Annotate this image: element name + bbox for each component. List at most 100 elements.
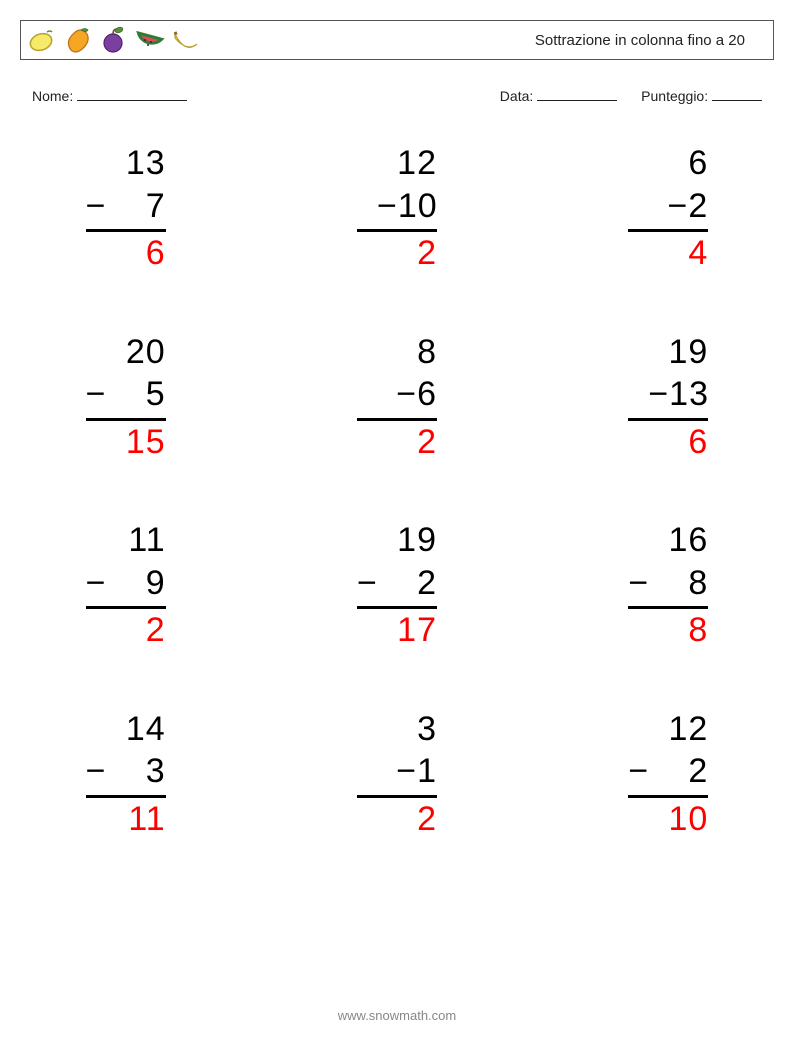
answer: 2 xyxy=(357,232,437,275)
subtrahend-row: −9 xyxy=(86,562,166,610)
problem-stack: 8−6 2 xyxy=(357,331,437,464)
name-underline[interactable] xyxy=(77,100,187,101)
minus-sign: − xyxy=(86,562,106,605)
lemon-icon xyxy=(25,24,57,56)
minuend: 11 xyxy=(86,519,166,562)
answer: 2 xyxy=(357,798,437,841)
minuend: 14 xyxy=(86,708,166,751)
problem-stack: 12−210 xyxy=(628,708,708,841)
subtrahend: 2 xyxy=(377,562,437,605)
date-field: Data: xyxy=(500,88,617,104)
worksheet-title: Sottrazione in colonna fino a 20 xyxy=(535,32,765,49)
answer: 2 xyxy=(86,609,166,652)
problem: 19−13 6 xyxy=(593,331,744,464)
subtrahend: 8 xyxy=(648,562,708,605)
plum-icon xyxy=(97,24,129,56)
watermelon-icon xyxy=(133,24,165,56)
minuend: 12 xyxy=(357,142,437,185)
minus-sign xyxy=(357,373,377,416)
problem: 14−311 xyxy=(50,708,201,841)
minus-sign xyxy=(357,750,377,793)
subtrahend-row: −8 xyxy=(628,562,708,610)
minus-sign xyxy=(628,185,648,228)
score-underline[interactable] xyxy=(712,100,762,101)
problem-stack: 19−217 xyxy=(357,519,437,652)
problem: 8−6 2 xyxy=(321,331,472,464)
date-underline[interactable] xyxy=(537,100,617,101)
subtrahend-row: −2 xyxy=(628,750,708,798)
answer: 15 xyxy=(86,421,166,464)
minuend: 20 xyxy=(86,331,166,374)
answer: 8 xyxy=(628,609,708,652)
subtrahend-row: −1 xyxy=(357,750,437,798)
subtrahend-row: −3 xyxy=(86,750,166,798)
minuend: 19 xyxy=(628,331,708,374)
score-label: Punteggio: xyxy=(641,88,708,104)
problem-stack: 14−311 xyxy=(86,708,166,841)
date-label: Data: xyxy=(500,88,533,104)
minuend: 13 xyxy=(86,142,166,185)
problem: 3−1 2 xyxy=(321,708,472,841)
banana-icon xyxy=(169,24,201,56)
minuend: 6 xyxy=(628,142,708,185)
mango-icon xyxy=(61,24,93,56)
header-bar: Sottrazione in colonna fino a 20 xyxy=(20,20,774,60)
minus-sign xyxy=(357,185,377,228)
problem-stack: 3−1 2 xyxy=(357,708,437,841)
problem-stack: 20−515 xyxy=(86,331,166,464)
answer: 6 xyxy=(86,232,166,275)
answer: 2 xyxy=(357,421,437,464)
problem: 13−76 xyxy=(50,142,201,275)
subtrahend-row: −5 xyxy=(86,373,166,421)
answer: 11 xyxy=(86,798,166,841)
minus-sign: − xyxy=(86,185,106,228)
fruit-icon-row xyxy=(25,24,201,56)
subtrahend: 9 xyxy=(106,562,166,605)
minus-sign: − xyxy=(86,750,106,793)
name-label: Nome: xyxy=(32,88,73,104)
minuend: 12 xyxy=(628,708,708,751)
problem-stack: 16−88 xyxy=(628,519,708,652)
subtrahend: 3 xyxy=(106,750,166,793)
subtrahend: 5 xyxy=(106,373,166,416)
subtrahend: −2 xyxy=(648,185,708,228)
minus-sign xyxy=(628,373,648,416)
answer: 6 xyxy=(628,421,708,464)
answer: 4 xyxy=(628,232,708,275)
minus-sign: − xyxy=(628,750,648,793)
subtrahend: −1 xyxy=(377,750,437,793)
problem: 16−88 xyxy=(593,519,744,652)
problem: 20−515 xyxy=(50,331,201,464)
name-field: Nome: xyxy=(32,88,187,104)
problem: 11−92 xyxy=(50,519,201,652)
answer: 10 xyxy=(628,798,708,841)
minuend: 19 xyxy=(357,519,437,562)
worksheet-page: Sottrazione in colonna fino a 20 Nome: D… xyxy=(0,0,794,1053)
score-field: Punteggio: xyxy=(641,88,762,104)
subtrahend-row: −6 xyxy=(357,373,437,421)
subtrahend-row: −7 xyxy=(86,185,166,233)
subtrahend-row: −10 xyxy=(357,185,437,233)
minuend: 8 xyxy=(357,331,437,374)
answer: 17 xyxy=(357,609,437,652)
minuend: 16 xyxy=(628,519,708,562)
meta-row: Nome: Data: Punteggio: xyxy=(32,88,762,104)
problem: 12−210 xyxy=(593,708,744,841)
problem-stack: 11−92 xyxy=(86,519,166,652)
problem-stack: 19−13 6 xyxy=(628,331,708,464)
minuend: 3 xyxy=(357,708,437,751)
subtrahend: 2 xyxy=(648,750,708,793)
minus-sign: − xyxy=(628,562,648,605)
minus-sign: − xyxy=(86,373,106,416)
subtrahend: −13 xyxy=(648,373,709,416)
problem: 12−102 xyxy=(321,142,472,275)
footer-url: www.snowmath.com xyxy=(0,1008,794,1023)
problems-grid: 13−7612−1026−2420−5158−6219−13611−9219−2… xyxy=(50,142,744,840)
subtrahend-row: −2 xyxy=(628,185,708,233)
problem-stack: 13−76 xyxy=(86,142,166,275)
subtrahend-row: −2 xyxy=(357,562,437,610)
subtrahend: −6 xyxy=(377,373,437,416)
subtrahend: 7 xyxy=(106,185,166,228)
minus-sign: − xyxy=(357,562,377,605)
problem: 19−217 xyxy=(321,519,472,652)
